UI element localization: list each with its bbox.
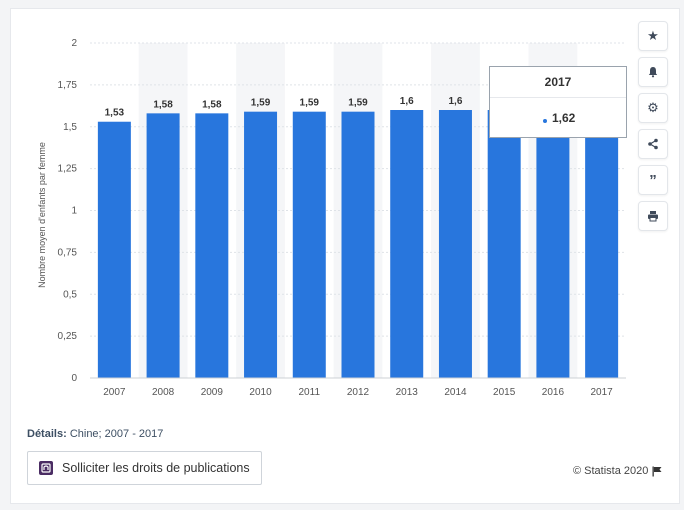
y-tick-label: 1 bbox=[71, 206, 77, 217]
print-icon bbox=[648, 211, 658, 222]
print-button[interactable] bbox=[638, 201, 668, 231]
y-tick-label: 0,5 bbox=[63, 289, 77, 300]
y-tick-label: 2 bbox=[71, 38, 77, 49]
data-label: 1,58 bbox=[202, 99, 222, 110]
flag-icon bbox=[652, 466, 662, 476]
share-icon bbox=[648, 138, 658, 150]
bar[interactable] bbox=[536, 106, 570, 379]
star-icon: ★ bbox=[647, 28, 659, 43]
request-rights-label: Solliciter les droits de publications bbox=[62, 461, 250, 475]
quote-icon: ” bbox=[649, 171, 657, 189]
x-tick-label: 2017 bbox=[591, 387, 614, 398]
y-tick-label: 0 bbox=[71, 373, 77, 384]
data-label: 1,58 bbox=[153, 99, 173, 110]
y-tick-label: 0,75 bbox=[58, 247, 78, 258]
bar[interactable] bbox=[292, 111, 326, 379]
request-rights-button[interactable]: Solliciter les droits de publications bbox=[27, 451, 262, 485]
y-axis-label: Nombre moyen d'enfants par femme bbox=[37, 142, 47, 288]
data-label: 1,6 bbox=[449, 96, 463, 107]
data-label: 1,59 bbox=[251, 98, 271, 109]
gear-icon: ⚙ bbox=[647, 100, 659, 115]
data-label: 1,59 bbox=[300, 98, 320, 109]
details-text: Détails: Chine; 2007 - 2017 bbox=[27, 428, 163, 440]
tooltip: 2017 1,62 bbox=[489, 66, 627, 138]
bar[interactable] bbox=[487, 110, 521, 378]
share-button[interactable] bbox=[638, 129, 668, 159]
bar[interactable] bbox=[244, 111, 278, 379]
bar[interactable] bbox=[195, 113, 229, 378]
chart-card: 1,53 1,58 1,58 1,59 1,59 1,59 1,6 1,6 0 0,25 0,5 0… bbox=[10, 8, 680, 504]
favorite-button[interactable]: ★ bbox=[638, 21, 668, 51]
copyright-text: © Statista 2020 bbox=[573, 465, 649, 477]
bar[interactable] bbox=[438, 110, 472, 378]
x-tick-label: 2016 bbox=[542, 387, 565, 398]
copyright[interactable]: © Statista 2020 bbox=[573, 465, 662, 477]
x-tick-label: 2007 bbox=[103, 387, 126, 398]
x-tick-label: 2010 bbox=[249, 387, 272, 398]
x-tick-label: 2014 bbox=[444, 387, 467, 398]
y-tick-label: 1,5 bbox=[63, 122, 77, 133]
y-tick-label: 0,25 bbox=[58, 331, 78, 342]
tooltip-title: 2017 bbox=[490, 67, 626, 98]
settings-button[interactable]: ⚙ bbox=[638, 93, 668, 123]
data-label: 1,6 bbox=[400, 96, 414, 107]
details-value: Chine; 2007 - 2017 bbox=[69, 428, 164, 440]
publication-icon bbox=[39, 461, 53, 475]
x-tick-label: 2011 bbox=[299, 387, 321, 398]
tooltip-series-dot bbox=[543, 119, 547, 123]
bar[interactable] bbox=[390, 110, 424, 378]
bar[interactable] bbox=[146, 113, 180, 378]
tooltip-value: 1,62 bbox=[552, 111, 576, 125]
bar[interactable] bbox=[341, 111, 375, 379]
x-tick-label: 2009 bbox=[201, 387, 224, 398]
data-label: 1,59 bbox=[348, 98, 368, 109]
notification-button[interactable] bbox=[638, 57, 668, 87]
x-tick-label: 2008 bbox=[152, 387, 175, 398]
x-tick-label: 2015 bbox=[493, 387, 516, 398]
x-tick-label: 2012 bbox=[347, 387, 370, 398]
bell-icon bbox=[648, 67, 658, 78]
data-label: 1,53 bbox=[105, 108, 125, 119]
bar-chart: 1,53 1,58 1,58 1,59 1,59 1,59 1,6 1,6 0 0,25 0,5 0… bbox=[37, 38, 626, 398]
cite-button[interactable]: ” bbox=[638, 165, 668, 195]
bar[interactable] bbox=[97, 121, 131, 378]
y-tick-label: 1,25 bbox=[58, 164, 78, 175]
x-tick-label: 2013 bbox=[396, 387, 419, 398]
y-tick-label: 1,75 bbox=[58, 80, 78, 91]
bar[interactable] bbox=[585, 106, 619, 379]
details-label: Détails: bbox=[27, 428, 67, 440]
